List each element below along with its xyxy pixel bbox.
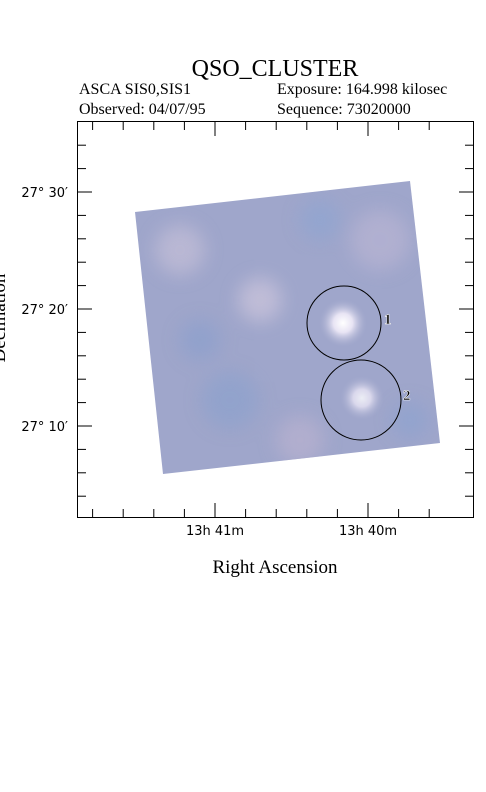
x-tick-label: 13h 40m [339, 524, 397, 539]
exposure: Exposure: 164.998 kilosec [277, 81, 447, 98]
ticks [78, 122, 473, 517]
region-circle [320, 359, 402, 441]
sequence: Sequence: 73020000 [277, 101, 411, 118]
x-tick-label: 13h 41m [186, 524, 244, 539]
y-tick-label: 27° 10′ [21, 420, 68, 435]
observed: Observed: 04/07/95 [79, 101, 206, 118]
y-axis-label: Declination [0, 273, 10, 362]
sky-image [135, 181, 440, 474]
region-label: 2 [403, 388, 411, 404]
title: QSO_CLUSTER [192, 56, 359, 82]
region-circle [306, 285, 382, 361]
y-tick-label: 27° 20′ [21, 303, 68, 318]
plot-frame [77, 121, 474, 518]
y-tick-label: 27° 30′ [21, 186, 68, 201]
region-label: 1 [384, 312, 392, 328]
x-axis-label: Right Ascension [212, 557, 338, 578]
instrument: ASCA SIS0,SIS1 [79, 81, 191, 98]
